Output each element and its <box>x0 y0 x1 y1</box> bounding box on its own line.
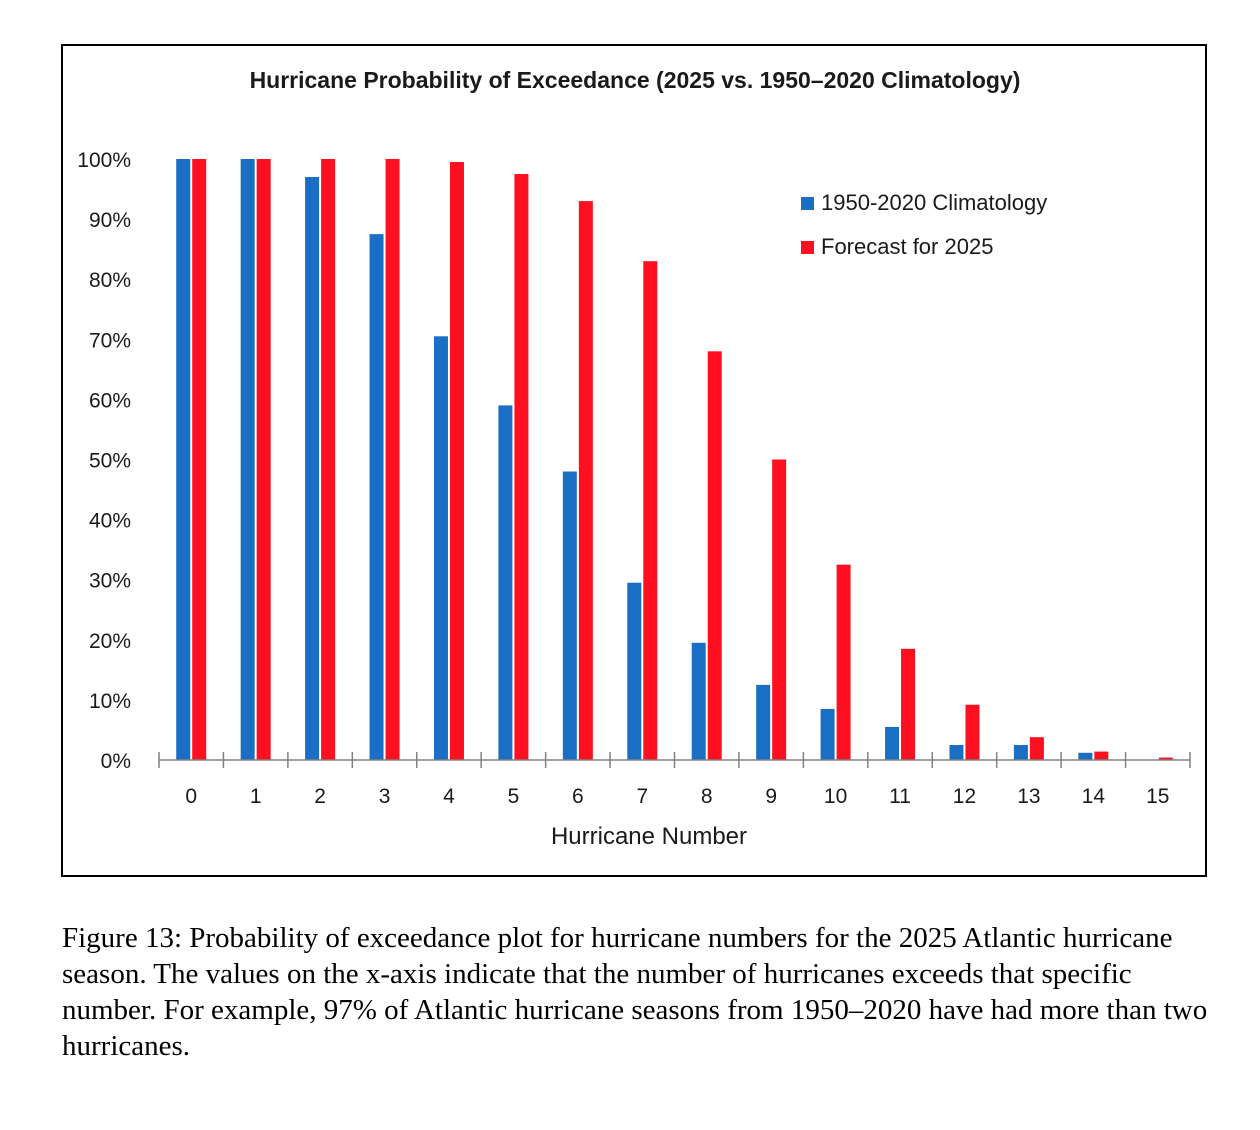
x-tick-label: 0 <box>185 785 197 808</box>
bar-climatology-4 <box>433 336 448 760</box>
x-tick-label: 11 <box>889 785 911 808</box>
legend-swatch <box>801 197 814 210</box>
bar-forecast-6 <box>578 201 593 760</box>
x-tick-label: 14 <box>1082 785 1106 808</box>
y-tick-label: 60% <box>89 389 131 412</box>
bar-forecast-15 <box>1158 757 1173 760</box>
bar-climatology-13 <box>1013 744 1028 760</box>
bar-forecast-8 <box>707 351 722 760</box>
y-tick-label: 40% <box>89 510 131 533</box>
bar-forecast-3 <box>385 159 400 760</box>
x-tick-label: 13 <box>1017 785 1040 808</box>
legend-swatch <box>801 241 814 254</box>
x-tick-label: 5 <box>508 785 520 808</box>
x-axis-label: Hurricane Number <box>551 823 747 850</box>
bar-forecast-7 <box>643 261 658 760</box>
x-tick-label: 3 <box>379 785 391 808</box>
x-tick-label: 4 <box>443 785 455 808</box>
figure-caption: Figure 13: Probability of exceedance plo… <box>62 922 1208 1062</box>
bar-forecast-9 <box>772 459 787 760</box>
bar-climatology-1 <box>240 159 255 760</box>
x-axis: 0 1 2 3 4 5 6 7 8 9 10 11 12 13 14 15 <box>158 752 1191 808</box>
bar-climatology-7 <box>627 582 642 760</box>
bar-climatology-3 <box>369 234 384 760</box>
bar-forecast-1 <box>256 159 271 760</box>
x-tick-label: 6 <box>572 785 584 808</box>
bars <box>176 159 1173 760</box>
legend-label: 1950-2020 Climatology <box>821 190 1047 215</box>
y-tick-label: 30% <box>89 570 131 593</box>
x-tick-label: 10 <box>824 785 847 808</box>
chart-frame: Hurricane Probability of Exceedance (202… <box>61 44 1207 877</box>
bar-forecast-13 <box>1029 737 1044 760</box>
x-tick-label: 15 <box>1146 785 1169 808</box>
bar-climatology-11 <box>885 726 900 760</box>
bar-climatology-12 <box>949 744 964 760</box>
bar-climatology-2 <box>305 177 320 760</box>
x-tick-label: 7 <box>636 785 648 808</box>
y-tick-label: 0% <box>101 750 131 773</box>
y-tick-label: 10% <box>89 690 131 713</box>
bar-climatology-5 <box>498 405 513 760</box>
x-tick-label: 12 <box>953 785 976 808</box>
bar-forecast-4 <box>449 162 464 760</box>
y-tick-label: 20% <box>89 630 131 653</box>
bar-climatology-8 <box>691 642 706 760</box>
x-tick-label: 1 <box>250 785 262 808</box>
bar-forecast-0 <box>192 159 207 760</box>
x-tick-label: 8 <box>701 785 713 808</box>
bar-climatology-6 <box>562 471 577 760</box>
exceedance-bar-chart: Hurricane Probability of Exceedance (202… <box>77 67 1191 850</box>
bar-climatology-9 <box>756 684 771 760</box>
y-tick-label: 70% <box>89 329 131 352</box>
y-tick-label: 50% <box>89 450 131 473</box>
bar-climatology-10 <box>820 708 835 760</box>
x-tick-label: 9 <box>765 785 777 808</box>
bar-forecast-12 <box>965 704 980 760</box>
bar-forecast-10 <box>836 564 851 760</box>
bar-forecast-2 <box>321 159 336 760</box>
legend: 1950-2020 Climatology Forecast for 2025 <box>801 190 1047 259</box>
chart-title: Hurricane Probability of Exceedance (202… <box>250 67 1021 93</box>
bar-forecast-14 <box>1094 751 1109 760</box>
legend-label: Forecast for 2025 <box>821 234 993 259</box>
y-tick-label: 90% <box>89 209 131 232</box>
bar-climatology-0 <box>176 159 191 760</box>
y-tick-label: 100% <box>77 149 131 172</box>
x-tick-label: 2 <box>314 785 326 808</box>
y-tick-label: 80% <box>89 269 131 292</box>
y-axis: 0% 10% 20% 30% 40% 50% 60% 70% 80% 90% 100% <box>77 149 131 773</box>
bar-climatology-14 <box>1078 752 1093 760</box>
bar-forecast-5 <box>514 174 529 760</box>
bar-forecast-11 <box>901 648 916 760</box>
